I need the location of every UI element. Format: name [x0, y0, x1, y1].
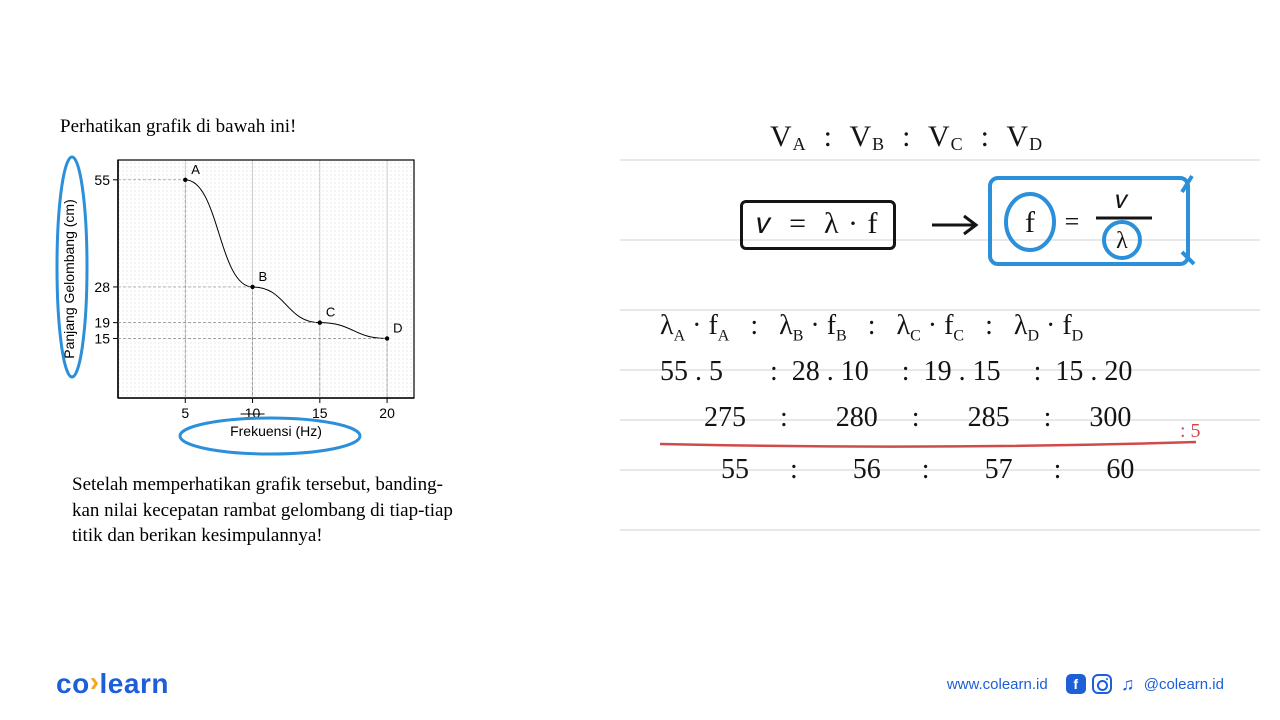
- svg-text:19: 19: [94, 315, 110, 331]
- site-url: www.colearn.id: [947, 676, 1048, 693]
- social-links: f ♫ @colearn.id: [1066, 674, 1224, 694]
- red-underline: [656, 436, 1216, 454]
- calc-row-products: 275: 280: 285: 300: [670, 402, 1155, 434]
- calc-cell: 300: [1065, 402, 1155, 434]
- tiktok-icon: ♫: [1118, 674, 1138, 694]
- svg-text:f: f: [1025, 206, 1035, 239]
- lambda-f-expansion: λA · fA : λB · fB : λC · fC : λD · fD: [660, 310, 1083, 346]
- blue-formula-box: f = 𝑣 λ: [986, 174, 1196, 270]
- calc-cell: 15 . 20: [1055, 356, 1145, 388]
- question-text: Setelah memperhatikan grafik tersebut, b…: [60, 472, 540, 549]
- instruction-text: Perhatikan grafik di bawah ini!: [60, 116, 540, 138]
- question-line: titik dan berikan kesimpulannya!: [72, 525, 323, 546]
- calc-cell: 280: [802, 402, 912, 434]
- svg-text:28: 28: [94, 279, 110, 295]
- instagram-icon: [1092, 674, 1112, 694]
- formula-text: 𝑣 = λ · f: [757, 207, 879, 240]
- social-handle: @colearn.id: [1144, 676, 1224, 693]
- divide-note: : 5: [1180, 420, 1201, 443]
- calc-cell: 57: [944, 454, 1054, 486]
- calc-cell: 60: [1075, 454, 1165, 486]
- formula-row: 𝑣 = λ · f: [740, 200, 896, 250]
- svg-text:20: 20: [379, 405, 395, 421]
- svg-text:B: B: [259, 269, 268, 284]
- y-axis-highlight-circle: [52, 152, 92, 382]
- logo-dot-icon: ›: [90, 666, 100, 697]
- x-axis-highlight-circle: [170, 416, 370, 464]
- problem-panel: Perhatikan grafik di bawah ini! 51015201…: [60, 116, 540, 549]
- question-line: Setelah memperhatikan grafik tersebut, b…: [72, 474, 443, 495]
- colearn-logo: co›learn: [56, 668, 169, 700]
- arrow-icon: [930, 210, 984, 240]
- svg-text:D: D: [393, 321, 402, 336]
- svg-text:=: =: [1065, 207, 1080, 236]
- logo-learn: learn: [100, 668, 169, 699]
- page-footer: co›learn www.colearn.id f ♫ @colearn.id: [0, 664, 1280, 720]
- calc-row-simplified: 55: 56: 57: 60: [680, 454, 1165, 486]
- svg-text:λ: λ: [1116, 228, 1128, 254]
- svg-text:55: 55: [94, 172, 110, 188]
- svg-text:A: A: [191, 162, 200, 177]
- wavelength-frequency-chart: 510152015192855Frekuensi (Hz)Panjang Gel…: [54, 150, 434, 450]
- calc-cell: 275: [670, 402, 780, 434]
- footer-right: www.colearn.id f ♫ @colearn.id: [947, 674, 1224, 694]
- logo-co: co: [56, 668, 90, 699]
- chart-container: 510152015192855Frekuensi (Hz)Panjang Gel…: [54, 150, 540, 450]
- svg-text:C: C: [326, 305, 335, 320]
- question-line: kan nilai kecepatan rambat gelombang di …: [72, 500, 453, 521]
- calc-cell: 28 . 10: [792, 356, 902, 388]
- calc-cell: 285: [934, 402, 1044, 434]
- facebook-icon: f: [1066, 674, 1086, 694]
- calc-cell: 56: [812, 454, 922, 486]
- calc-cell: 55 . 5: [660, 356, 770, 388]
- calc-cell: 19 . 15: [924, 356, 1034, 388]
- svg-text:𝑣: 𝑣: [1116, 185, 1129, 214]
- calc-row-substitution: 55 . 5: 28 . 10: 19 . 15: 15 . 20: [660, 356, 1145, 388]
- svg-text:15: 15: [94, 331, 110, 347]
- velocity-ratio-header: VA : VB : VC : VD: [770, 120, 1043, 154]
- formula-box: 𝑣 = λ · f: [740, 200, 896, 250]
- calc-cell: 55: [680, 454, 790, 486]
